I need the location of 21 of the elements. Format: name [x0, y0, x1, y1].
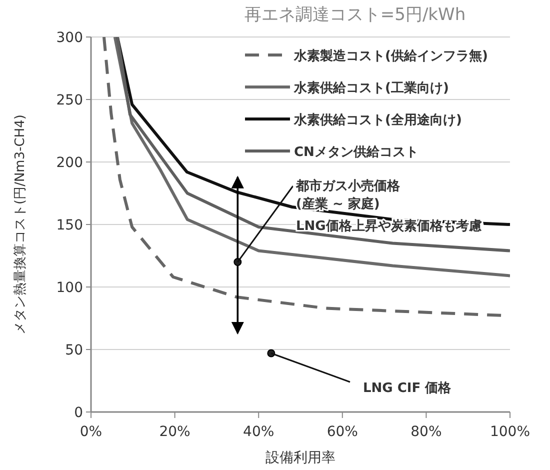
x-tick-label: 0% — [80, 424, 102, 440]
x-tick-label: 60% — [326, 424, 358, 440]
x-tick-label: 40% — [243, 424, 274, 440]
y-tick-label: 250 — [56, 92, 83, 108]
legend-label: 水素供給コスト(工業向け) — [293, 80, 449, 96]
chart-title: 再エネ調達コスト=5円/kWh — [244, 5, 466, 25]
x-axis-title: 設備利用率 — [266, 450, 336, 466]
y-tick-label: 300 — [56, 30, 83, 46]
x-tick-label: 100% — [490, 424, 530, 440]
legend-label: CNメタン供給コスト — [294, 145, 418, 160]
y-tick-label: 150 — [56, 218, 83, 234]
legend-label: 水素供給コスト(全用途向け) — [293, 112, 462, 128]
y-axis-title: メタン熱量換算コスト(円/Nm3-CH4) — [13, 114, 28, 334]
y-tick-label: 100 — [56, 280, 83, 296]
x-tick-label: 80% — [410, 424, 442, 440]
y-tick-label: 200 — [56, 155, 83, 171]
x-tick-label: 20% — [159, 424, 190, 440]
y-tick-label: 50 — [65, 342, 83, 358]
y-tick-label: 0 — [74, 405, 83, 421]
legend-label: 水素製造コスト(供給インフラ無) — [293, 48, 488, 64]
annotation: LNG CIF 価格 — [363, 381, 452, 396]
